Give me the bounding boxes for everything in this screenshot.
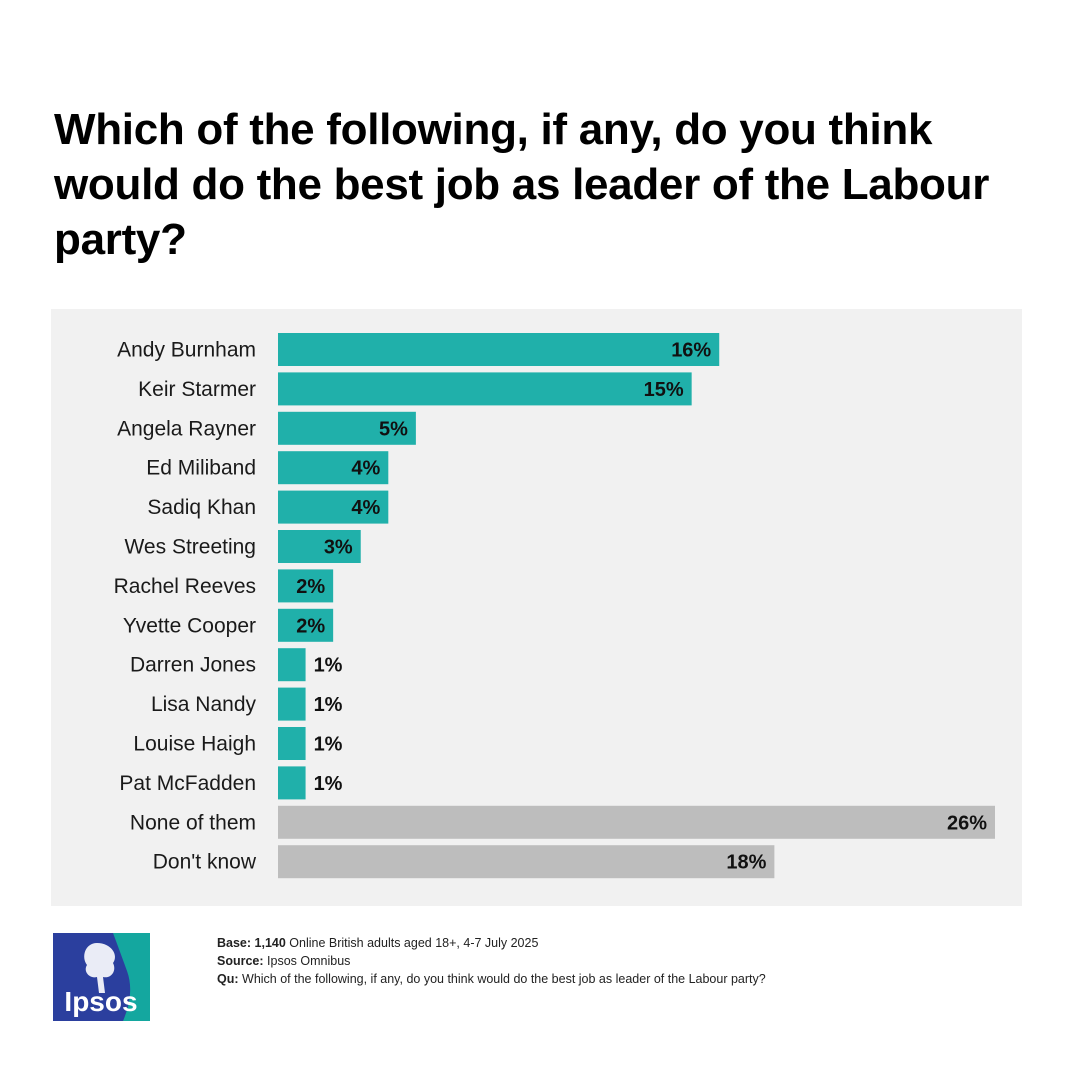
category-label: Andy Burnham — [117, 339, 256, 362]
category-label: Pat McFadden — [119, 772, 256, 795]
category-label: Yvette Cooper — [123, 614, 256, 637]
category-label: Sadiq Khan — [147, 496, 256, 519]
bar — [278, 490, 389, 524]
category-label: Don't know — [153, 851, 257, 874]
category-label: None of them — [130, 811, 256, 834]
bar — [278, 569, 334, 603]
ipsos-logo: Ipsos — [53, 933, 150, 1021]
bar — [278, 687, 306, 721]
category-label: Angela Rayner — [117, 417, 256, 440]
footer-source: Source: Ipsos Omnibus — [217, 954, 351, 968]
bar — [278, 648, 306, 682]
value-label: 2% — [296, 576, 325, 598]
chart-title: Which of the following, if any, do you t… — [54, 105, 990, 264]
value-label: 1% — [314, 734, 343, 756]
chart-footer: Base: 1,140 Online British adults aged 1… — [217, 934, 766, 988]
chart-panel: Andy Burnham 16% Keir Starmer 15% Angela Ray… — [51, 309, 1022, 906]
logo-text: Ipsos — [64, 986, 137, 1017]
value-label: 5% — [379, 418, 408, 440]
bar — [278, 530, 361, 563]
value-label: 15% — [644, 379, 684, 401]
value-label: 26% — [947, 812, 987, 834]
value-label: 4% — [351, 458, 380, 480]
footer-base: Base: 1,140 Online British adults aged 1… — [217, 936, 539, 950]
value-label: 1% — [314, 694, 343, 716]
ipsos-logo-icon: Ipsos — [53, 933, 150, 1021]
value-label: 2% — [296, 615, 325, 637]
bar — [278, 805, 995, 839]
category-label: Keir Starmer — [138, 378, 256, 401]
bar — [278, 451, 389, 485]
bar — [278, 608, 334, 642]
category-label: Rachel Reeves — [114, 575, 256, 598]
footer-question: Qu: Which of the following, if any, do y… — [217, 972, 766, 986]
bar — [278, 727, 306, 760]
value-label: 1% — [314, 773, 343, 795]
bar — [278, 333, 720, 366]
category-label: Wes Streeting — [124, 536, 256, 559]
bar — [278, 411, 416, 445]
bar-chart: Andy Burnham 16% Keir Starmer 15% Angela Ray… — [114, 333, 995, 879]
value-label: 4% — [351, 497, 380, 519]
value-label: 16% — [671, 340, 711, 362]
bar — [278, 766, 306, 800]
bar — [278, 372, 692, 406]
value-label: 1% — [314, 655, 343, 677]
value-label: 18% — [726, 852, 766, 874]
category-label: Ed Miliband — [146, 457, 256, 480]
category-label: Darren Jones — [130, 654, 256, 677]
value-label: 3% — [324, 537, 353, 559]
category-label: Louise Haigh — [133, 733, 256, 756]
bar — [278, 845, 775, 879]
category-label: Lisa Nandy — [151, 693, 257, 716]
